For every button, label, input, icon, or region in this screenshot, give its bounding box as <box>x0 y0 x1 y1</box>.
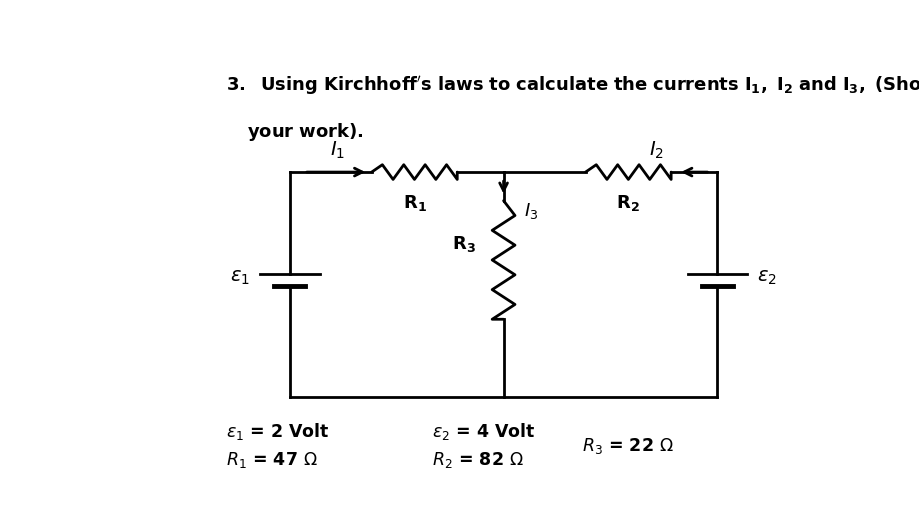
Text: $\mathit{I_3}$: $\mathit{I_3}$ <box>523 201 538 221</box>
Text: $\mathbf{your\ work).}$: $\mathbf{your\ work).}$ <box>246 121 363 143</box>
Text: $\mathbf{3.}$  $\mathbf{Using\ Kirchhoff's\ laws\ to\ calculate\ the\ currents\ : $\mathbf{3.}$ $\mathbf{Using\ Kirchhoff'… <box>225 74 919 97</box>
Text: $R_1$ = 47 $\Omega$: $R_1$ = 47 $\Omega$ <box>225 450 317 470</box>
Text: $\mathit{\varepsilon_1}$: $\mathit{\varepsilon_1}$ <box>230 269 249 287</box>
Text: $\varepsilon_1$ = 2 Volt: $\varepsilon_1$ = 2 Volt <box>225 422 329 442</box>
Text: $\mathit{\varepsilon_2}$: $\mathit{\varepsilon_2}$ <box>756 269 777 287</box>
Text: $\mathit{I_2}$: $\mathit{I_2}$ <box>649 140 664 161</box>
Text: $\mathbf{R_3}$: $\mathbf{R_3}$ <box>452 234 476 254</box>
Text: $R_3$ = 22 $\Omega$: $R_3$ = 22 $\Omega$ <box>582 436 673 456</box>
Text: $\varepsilon_2$ = 4 Volt: $\varepsilon_2$ = 4 Volt <box>432 422 536 442</box>
Text: $\mathbf{R_2}$: $\mathbf{R_2}$ <box>616 193 640 213</box>
Text: $R_2$ = 82 $\Omega$: $R_2$ = 82 $\Omega$ <box>432 450 524 470</box>
Text: $\mathbf{R_1}$: $\mathbf{R_1}$ <box>403 193 425 213</box>
Text: $\mathit{I_1}$: $\mathit{I_1}$ <box>330 140 345 161</box>
